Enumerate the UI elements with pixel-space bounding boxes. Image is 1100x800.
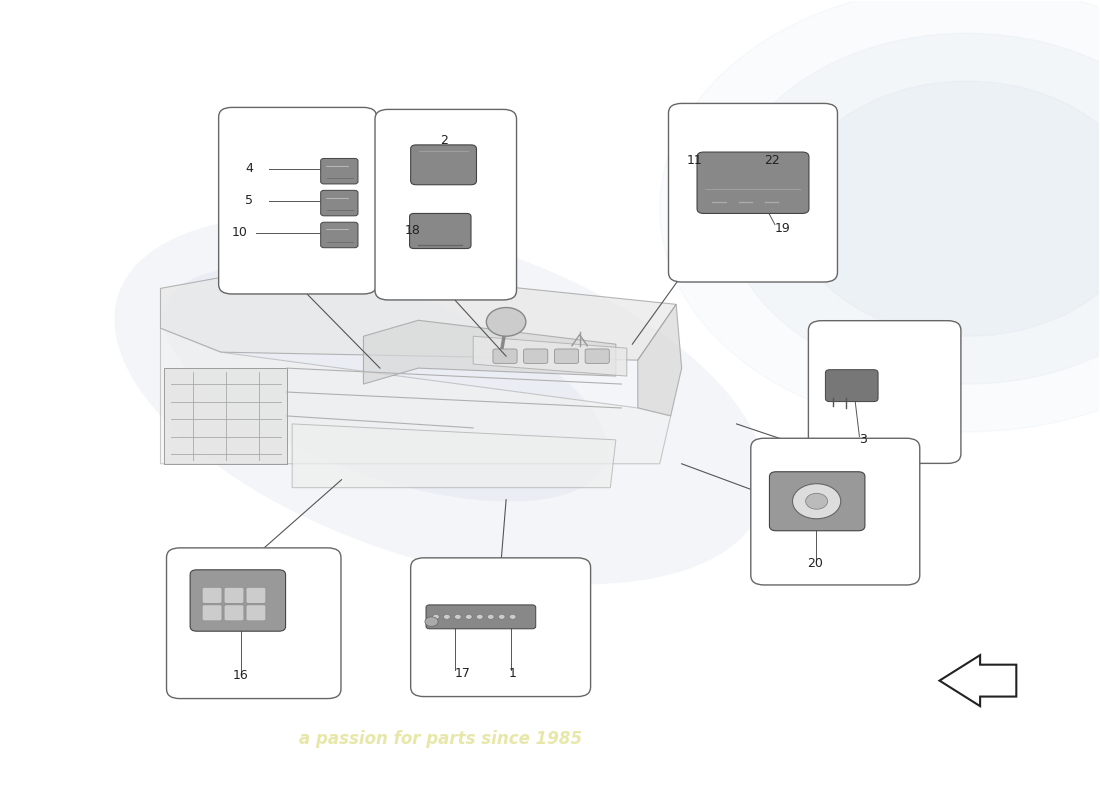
Circle shape bbox=[476, 614, 483, 619]
Circle shape bbox=[432, 614, 439, 619]
FancyBboxPatch shape bbox=[409, 214, 471, 249]
FancyBboxPatch shape bbox=[410, 145, 476, 185]
Text: 17: 17 bbox=[454, 667, 471, 680]
Circle shape bbox=[487, 614, 494, 619]
Circle shape bbox=[792, 484, 840, 518]
FancyBboxPatch shape bbox=[224, 587, 244, 603]
Polygon shape bbox=[638, 304, 682, 416]
FancyBboxPatch shape bbox=[190, 570, 286, 631]
Circle shape bbox=[498, 614, 505, 619]
Ellipse shape bbox=[114, 216, 767, 584]
Circle shape bbox=[805, 494, 827, 510]
Polygon shape bbox=[939, 655, 1016, 706]
Circle shape bbox=[660, 0, 1100, 432]
Polygon shape bbox=[293, 424, 616, 488]
Text: 5: 5 bbox=[245, 194, 253, 207]
Text: 4: 4 bbox=[245, 162, 253, 175]
FancyBboxPatch shape bbox=[202, 605, 222, 621]
Text: a passion for parts since 1985: a passion for parts since 1985 bbox=[299, 730, 582, 748]
FancyBboxPatch shape bbox=[246, 605, 266, 621]
Text: 18: 18 bbox=[405, 225, 421, 238]
Polygon shape bbox=[161, 265, 676, 360]
FancyBboxPatch shape bbox=[585, 349, 609, 363]
Text: 19: 19 bbox=[774, 222, 791, 235]
Text: 20: 20 bbox=[807, 557, 824, 570]
Polygon shape bbox=[363, 320, 616, 384]
FancyBboxPatch shape bbox=[697, 152, 808, 214]
Polygon shape bbox=[161, 328, 671, 464]
FancyBboxPatch shape bbox=[524, 349, 548, 363]
FancyBboxPatch shape bbox=[321, 158, 358, 184]
Circle shape bbox=[465, 614, 472, 619]
Circle shape bbox=[509, 614, 516, 619]
Polygon shape bbox=[164, 368, 287, 464]
FancyBboxPatch shape bbox=[808, 321, 961, 463]
FancyBboxPatch shape bbox=[493, 349, 517, 363]
Circle shape bbox=[454, 614, 461, 619]
FancyBboxPatch shape bbox=[202, 587, 222, 603]
FancyBboxPatch shape bbox=[219, 107, 376, 294]
FancyBboxPatch shape bbox=[224, 605, 244, 621]
FancyBboxPatch shape bbox=[669, 103, 837, 282]
FancyBboxPatch shape bbox=[426, 605, 536, 629]
Circle shape bbox=[486, 307, 526, 336]
Text: 16: 16 bbox=[233, 670, 249, 682]
Ellipse shape bbox=[163, 266, 607, 502]
Circle shape bbox=[425, 617, 438, 626]
FancyBboxPatch shape bbox=[825, 370, 878, 402]
Text: 3: 3 bbox=[859, 434, 867, 446]
Circle shape bbox=[726, 34, 1100, 384]
FancyBboxPatch shape bbox=[166, 548, 341, 698]
FancyBboxPatch shape bbox=[769, 472, 865, 530]
Circle shape bbox=[791, 81, 1100, 336]
FancyBboxPatch shape bbox=[321, 190, 358, 216]
FancyBboxPatch shape bbox=[321, 222, 358, 248]
Text: 10: 10 bbox=[232, 226, 248, 239]
Text: 1: 1 bbox=[508, 667, 516, 680]
Circle shape bbox=[443, 614, 450, 619]
Text: 2: 2 bbox=[440, 134, 448, 147]
Text: 22: 22 bbox=[764, 154, 780, 167]
FancyBboxPatch shape bbox=[554, 349, 579, 363]
FancyBboxPatch shape bbox=[751, 438, 920, 585]
Text: 11: 11 bbox=[688, 154, 703, 167]
FancyBboxPatch shape bbox=[410, 558, 591, 697]
FancyBboxPatch shape bbox=[246, 587, 266, 603]
Polygon shape bbox=[473, 336, 627, 376]
FancyBboxPatch shape bbox=[375, 110, 517, 300]
